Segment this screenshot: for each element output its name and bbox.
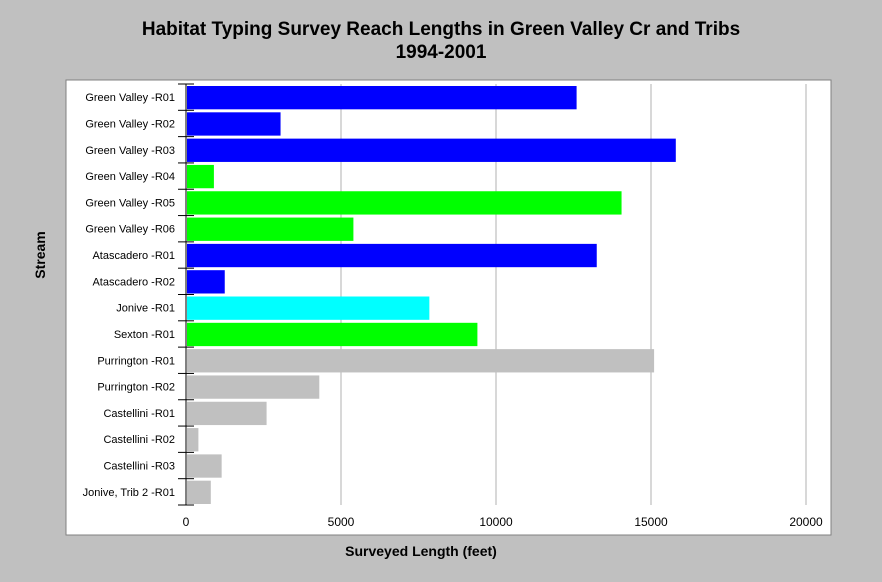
y-tick-label: Castellini -R02 <box>103 434 175 446</box>
x-tick-label: 0 <box>183 515 190 529</box>
bar <box>187 296 430 320</box>
bar <box>187 428 199 452</box>
bar <box>187 191 622 215</box>
y-tick-label: Castellini -R01 <box>103 408 175 420</box>
y-tick-label: Sexton -R01 <box>114 329 175 341</box>
x-tick-label: 15000 <box>634 515 668 529</box>
y-tick-label: Green Valley -R03 <box>85 145 175 157</box>
bar <box>187 401 267 426</box>
y-axis-ticks: Green Valley -R01 Green Valley -R02 Green … <box>83 83 194 506</box>
x-axis-ticks: 0 5000 10000 15000 20000 <box>183 515 823 529</box>
y-tick-label: Purrington -R02 <box>97 382 175 394</box>
y-tick-label: Purrington -R01 <box>97 355 175 367</box>
y-tick-label: Atascadero -R01 <box>92 250 175 262</box>
y-tick-label: Green Valley -R02 <box>85 118 175 130</box>
bar <box>187 322 478 347</box>
x-axis-title: Surveyed Length (feet) <box>345 543 497 559</box>
bars <box>187 86 676 504</box>
bar <box>187 86 577 110</box>
x-tick-label: 10000 <box>479 515 513 529</box>
bar <box>187 217 354 241</box>
bar <box>187 112 281 136</box>
bar <box>187 349 655 373</box>
chart-title: Habitat Typing Survey Reach Lengths in G… <box>141 19 741 40</box>
bar <box>187 270 225 294</box>
bar <box>187 480 211 504</box>
chart-subtitle: 1994-2001 <box>395 42 487 63</box>
bar <box>187 454 222 478</box>
bar <box>187 375 320 399</box>
x-tick-label: 20000 <box>789 515 823 529</box>
y-tick-label: Atascadero -R02 <box>92 276 175 288</box>
bar <box>187 243 597 268</box>
y-tick-label: Castellini -R03 <box>103 461 175 473</box>
y-tick-label: Jonive -R01 <box>116 303 175 315</box>
y-tick-label: Green Valley -R06 <box>85 224 175 236</box>
y-tick-label: Green Valley -R04 <box>85 171 175 183</box>
y-tick-label: Green Valley -R01 <box>85 92 175 104</box>
chart-title-block: Habitat Typing Survey Reach Lengths in G… <box>0 18 882 64</box>
y-tick-label: Green Valley -R05 <box>85 197 175 209</box>
y-tick-label: Jonive, Trib 2 -R01 <box>83 487 175 499</box>
y-axis-title: Stream <box>30 231 50 278</box>
x-tick-label: 5000 <box>328 515 355 529</box>
bar <box>187 164 214 189</box>
y-axis-title-text: Stream <box>32 231 48 279</box>
bar <box>187 138 676 162</box>
